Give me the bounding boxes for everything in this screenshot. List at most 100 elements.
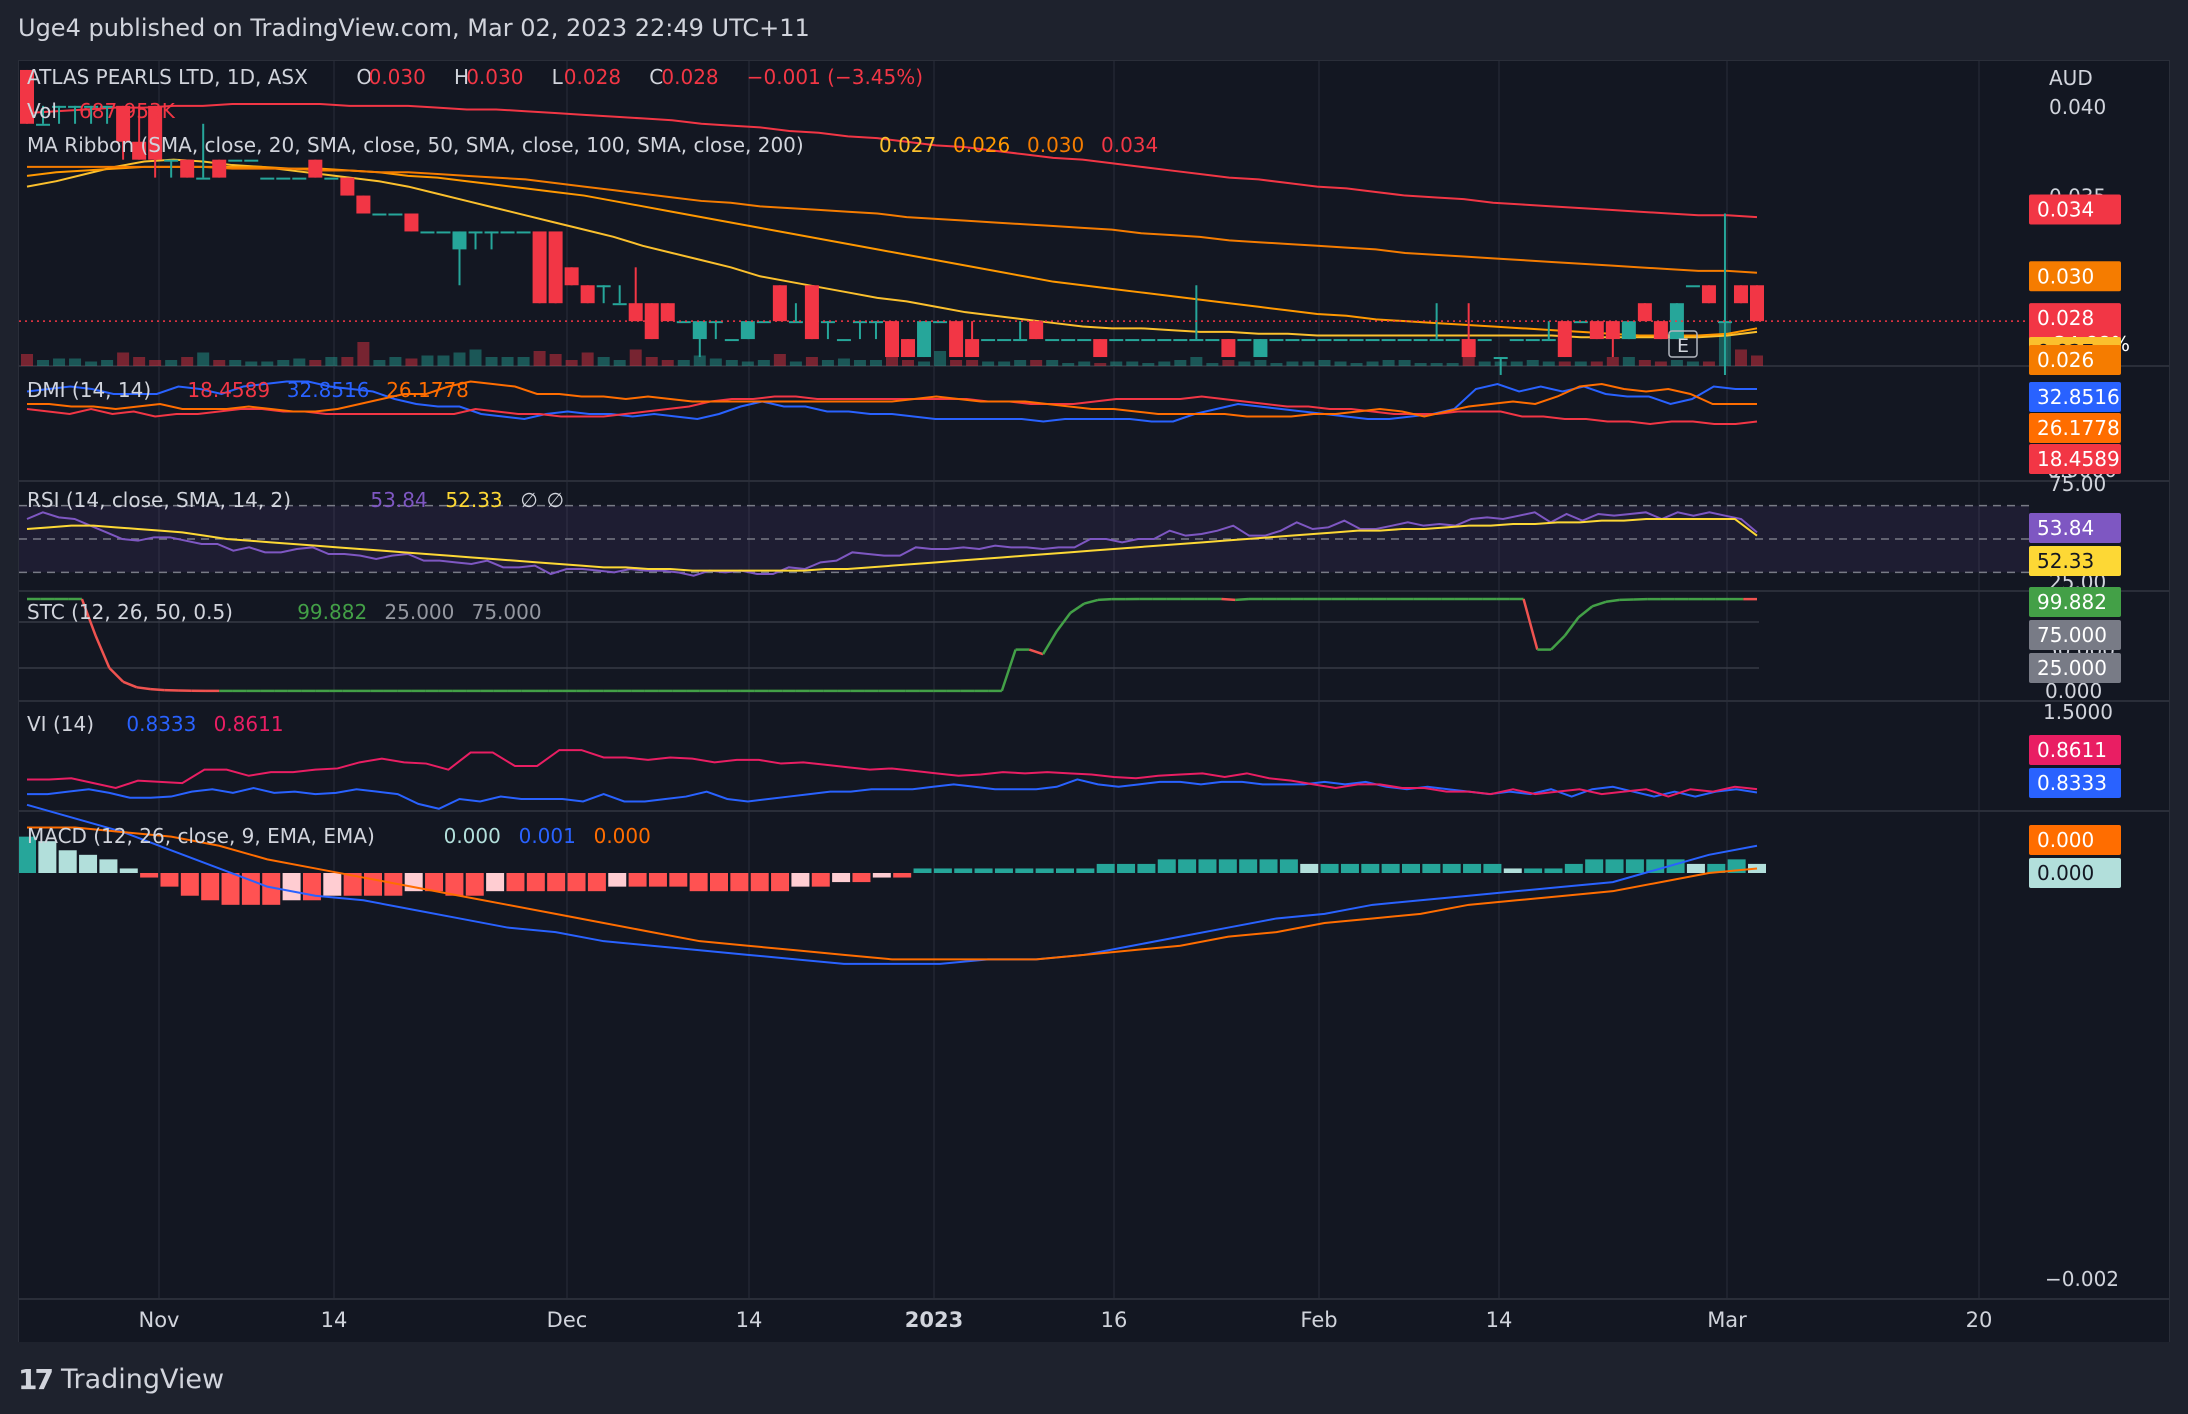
candle-body [404, 213, 419, 232]
macd-histogram-bar [1625, 859, 1644, 873]
macd-histogram-bar [425, 873, 444, 892]
volume-bar [1254, 360, 1267, 366]
dmi-minus-line [26, 395, 1758, 426]
candle-body [1493, 357, 1508, 360]
stc-segment [94, 635, 111, 669]
candle-body [132, 141, 147, 160]
candle-body [1557, 321, 1572, 358]
candle-body [532, 231, 547, 304]
candle-body [436, 231, 451, 234]
macd-tag-signal-bg [2029, 825, 2121, 855]
macd-histogram-bar [852, 873, 871, 883]
volume-bar [1222, 360, 1235, 366]
candle-body [1573, 321, 1588, 324]
macd-histogram-bar [689, 873, 708, 892]
earnings-marker: E [1677, 335, 1689, 357]
candle-body [1205, 339, 1220, 342]
earnings-marker-box [1668, 330, 1698, 358]
volume-bar [757, 360, 770, 366]
volume-bar [1158, 361, 1171, 366]
candle-body [628, 303, 643, 322]
dmi-tag-plus: 32.8516 [2037, 385, 2120, 409]
candle-body [917, 321, 932, 358]
stc-segment [136, 686, 151, 691]
macd-histogram-bar [1544, 868, 1563, 873]
macd-histogram-bar [19, 836, 36, 873]
stc-segment [1563, 616, 1580, 637]
macd-histogram-bar [954, 868, 973, 873]
stc-tag-lo-bg [2029, 653, 2121, 683]
macd-histogram-bar [241, 873, 260, 905]
candle-body [372, 213, 387, 216]
chart-canvas[interactable]: EAUD0.0400.0350.0340.0300.028−34.88%0.02… [19, 61, 2169, 1343]
volume-bar [693, 355, 706, 366]
macd-histogram-bar [1279, 859, 1298, 873]
rsi-legend-3: ∅ [520, 488, 537, 512]
volume-bar [517, 357, 530, 366]
ma-ribbon-label: MA Ribbon (SMA, close, 20, SMA, close, 5… [27, 133, 804, 157]
rsi-legend-0: RSI (14, close, SMA, 14, 2) [27, 488, 291, 512]
volume-bar [1670, 360, 1683, 366]
macd-legend-1: 0.000 [444, 824, 501, 848]
macd-histogram-bar [933, 868, 952, 873]
volume-bar [229, 360, 242, 366]
high-value: 0.030 [466, 65, 523, 89]
macd-histogram-bar [1096, 863, 1115, 873]
stc-segment [1097, 597, 1112, 602]
macd-histogram-bar [465, 873, 484, 896]
macd-histogram-bar [791, 873, 810, 887]
candle-body [1397, 339, 1412, 342]
candle-body [1237, 339, 1252, 342]
price-tag-bg [2029, 194, 2121, 225]
stc-segment [1577, 605, 1594, 619]
candle-body [836, 339, 851, 342]
macd-signal-line [27, 826, 1758, 961]
macd-tag-signal: 0.000 [2037, 828, 2094, 852]
time-axis-label: Mar [1707, 1308, 1747, 1332]
macd-histogram-bar [526, 873, 545, 892]
candle-body [20, 69, 34, 124]
candle-body [772, 285, 787, 322]
vi-plus-line [27, 778, 1758, 810]
volume-bar [69, 358, 82, 366]
candle-body [788, 321, 803, 324]
volume-bar [1702, 361, 1715, 366]
volume-bar [1574, 361, 1587, 366]
chart-frame[interactable]: EAUD0.0400.0350.0340.0300.028−34.88%0.02… [18, 60, 2170, 1344]
volume-bar [245, 361, 258, 366]
candle-body [981, 339, 996, 342]
candle-body [1253, 339, 1268, 358]
stc-segment [1235, 597, 1250, 602]
stc-legend-0: STC (12, 26, 50, 0.5) [27, 600, 233, 624]
volume-bar [1206, 363, 1219, 366]
stc-segment [1055, 612, 1072, 632]
macd-histogram-bar [771, 873, 790, 892]
candle-body [756, 321, 771, 324]
candle-body [356, 195, 371, 214]
volume-bar [1318, 360, 1331, 366]
macd-histogram-bar [750, 873, 769, 892]
candle-body [68, 105, 83, 108]
volume-value: 687.953K [79, 99, 176, 123]
candle-body [724, 339, 739, 342]
dmi-legend-3: 26.1778 [386, 378, 469, 402]
macd-histogram-bar [1483, 863, 1502, 873]
volume-bar [661, 360, 674, 366]
macd-histogram-bar [730, 873, 749, 892]
tradingview-logo[interactable]: 17 TradingView [18, 1363, 224, 1396]
volume-bar [1238, 361, 1251, 366]
macd-histogram-bar [282, 873, 301, 901]
candle-body [1093, 339, 1108, 358]
candle-body [116, 105, 131, 142]
vi-tag-plus-bg [2029, 768, 2121, 798]
candle-body [1733, 285, 1748, 304]
vi-legend-2: 0.8611 [214, 712, 284, 736]
volume-bar [469, 349, 482, 366]
candle-body [292, 177, 307, 180]
candle-body [1077, 339, 1092, 342]
stc-segment [1028, 648, 1044, 656]
macd-histogram-bar [1015, 868, 1034, 873]
macd-histogram-bar [893, 873, 912, 878]
macd-legend-2: 0.001 [519, 824, 576, 848]
volume-bar [101, 360, 114, 366]
